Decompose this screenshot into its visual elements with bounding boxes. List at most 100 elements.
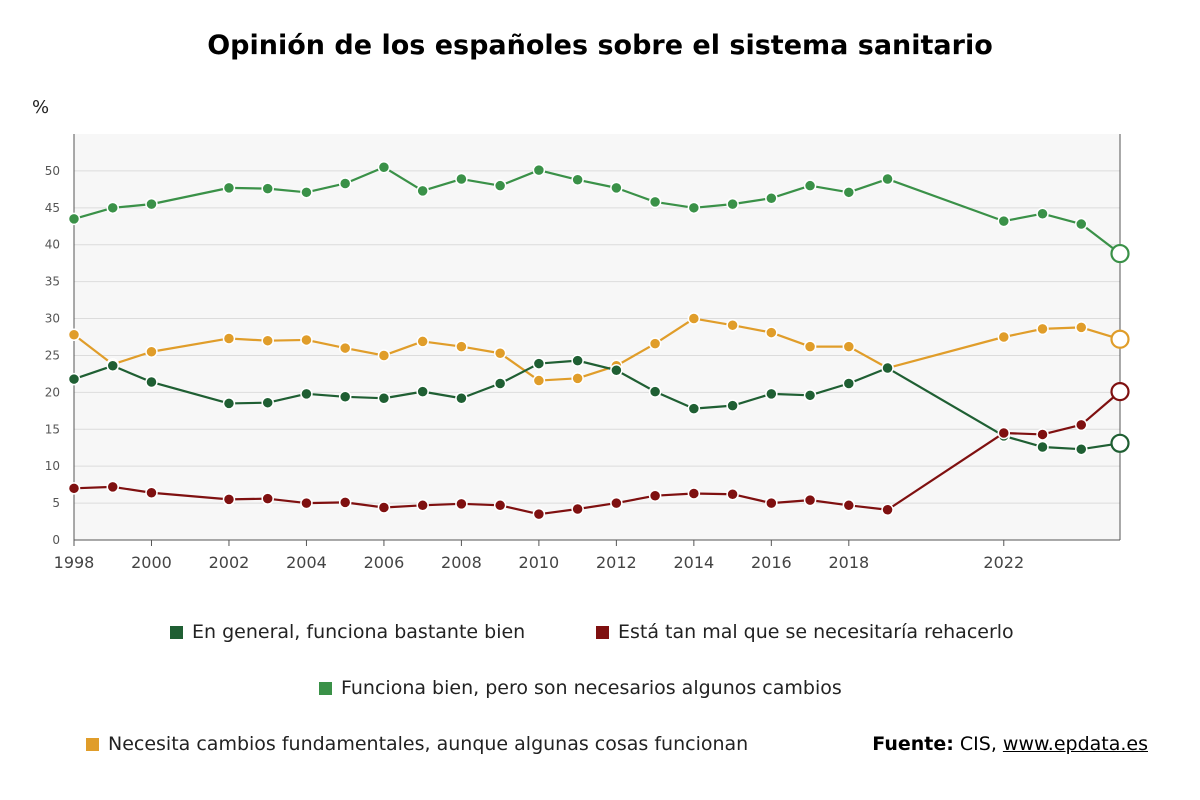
data-point	[997, 330, 1011, 344]
legend-label: En general, funciona bastante bien	[192, 621, 526, 643]
data-point	[803, 340, 817, 353]
data-point	[261, 334, 274, 347]
y-tick-label: 25	[45, 348, 60, 362]
data-point	[106, 201, 119, 215]
legend-label: Necesita cambios fundamentales, aunque a…	[108, 733, 749, 755]
data-point	[67, 328, 81, 342]
data-point	[687, 487, 701, 500]
x-tick-label: 2000	[131, 553, 172, 572]
data-point	[455, 172, 468, 186]
x-tick-label: 2022	[983, 553, 1024, 572]
y-tick-label: 5	[52, 496, 60, 510]
x-tick-label: 2004	[286, 553, 327, 572]
y-tick-label: 40	[45, 238, 60, 252]
data-point	[300, 496, 313, 510]
data-point	[145, 197, 158, 211]
data-point	[416, 385, 429, 398]
data-point	[532, 357, 546, 370]
data-point	[377, 349, 391, 362]
data-point	[571, 502, 584, 516]
data-point	[222, 397, 236, 410]
legend-item-algunos-cambios[interactable]: Funciona bien, pero son necesarios algun…	[319, 677, 842, 699]
y-tick-label: 35	[45, 275, 60, 289]
data-point	[765, 191, 778, 205]
data-point	[416, 184, 429, 198]
legend-item-funciona-bastante-bien[interactable]: En general, funciona bastante bien	[170, 621, 525, 643]
legend-swatch	[86, 737, 99, 751]
data-point	[1036, 322, 1049, 336]
data-point	[145, 375, 158, 389]
data-point	[377, 160, 391, 174]
data-point	[338, 341, 352, 355]
data-point	[106, 480, 119, 494]
data-point	[222, 332, 236, 345]
legend-item-cambios-fundamentales[interactable]: Necesita cambios fundamentales, aunque a…	[86, 733, 748, 755]
data-point	[145, 486, 158, 500]
data-point	[571, 354, 584, 367]
legend-label: Está tan mal que se necesitaría rehacerl…	[618, 621, 1014, 643]
source-note: Fuente: CIS, www.epdata.es	[872, 733, 1148, 755]
data-point	[493, 377, 507, 390]
data-point	[261, 492, 274, 505]
data-point	[377, 392, 391, 405]
data-point	[648, 195, 662, 209]
data-point	[455, 497, 468, 511]
data-point	[1036, 207, 1049, 220]
y-tick-label: 20	[45, 385, 60, 399]
data-point	[648, 489, 662, 502]
x-tick-label: 2018	[828, 553, 869, 572]
data-point	[300, 186, 313, 199]
data-point	[532, 374, 546, 387]
data-point	[610, 496, 623, 510]
x-tick-label: 2010	[519, 553, 560, 572]
data-point	[67, 482, 81, 495]
data-point	[687, 402, 701, 415]
legend-swatch	[170, 625, 183, 639]
legend-swatch	[596, 625, 609, 639]
data-point	[571, 372, 584, 385]
data-point	[261, 182, 274, 195]
x-tick-label: 2012	[596, 553, 637, 572]
data-point	[803, 179, 817, 192]
data-point	[145, 345, 158, 359]
data-point	[842, 499, 856, 512]
source-link[interactable]: www.epdata.es	[1002, 733, 1148, 755]
x-tick-label: 1998	[54, 553, 95, 572]
x-tick-label: 2006	[364, 553, 405, 572]
y-tick-label: 50	[45, 164, 60, 178]
data-point	[532, 507, 546, 521]
data-point	[1075, 418, 1088, 432]
data-point	[493, 346, 507, 360]
data-point	[416, 335, 429, 348]
legend-item-necesitaria-rehacerlo[interactable]: Está tan mal que se necesitaría rehacerl…	[596, 621, 1014, 643]
data-point	[881, 503, 894, 516]
legend-label: Funciona bien, pero son necesarios algun…	[341, 677, 842, 699]
data-point	[803, 493, 817, 507]
data-point	[300, 333, 313, 347]
data-point	[610, 181, 623, 195]
data-point	[765, 387, 778, 401]
data-point-latest	[1110, 243, 1130, 264]
data-point	[416, 499, 429, 512]
y-axis-unit: %	[32, 97, 50, 118]
data-point	[1075, 442, 1088, 456]
y-tick-label: 15	[45, 422, 60, 436]
data-point	[222, 181, 236, 195]
data-point	[67, 212, 81, 226]
line-chart: 0 5 10 15 20 25 30 35 40 45 50 1998 2000 2002 2004 2006…	[45, 134, 1130, 572]
data-point	[648, 337, 662, 350]
data-point	[842, 377, 856, 390]
data-point	[493, 179, 507, 192]
data-point	[455, 392, 468, 405]
data-point-latest	[1110, 329, 1130, 349]
x-tick-label: 2008	[441, 553, 482, 572]
y-tick-label: 10	[45, 459, 60, 473]
data-point	[493, 499, 507, 512]
x-tick-label: 2014	[673, 553, 714, 572]
source-label: Fuente:	[872, 733, 954, 755]
data-point	[532, 163, 546, 177]
data-point	[455, 340, 468, 353]
y-tick-label: 45	[45, 201, 60, 215]
data-point	[765, 326, 778, 339]
data-point	[726, 197, 739, 211]
